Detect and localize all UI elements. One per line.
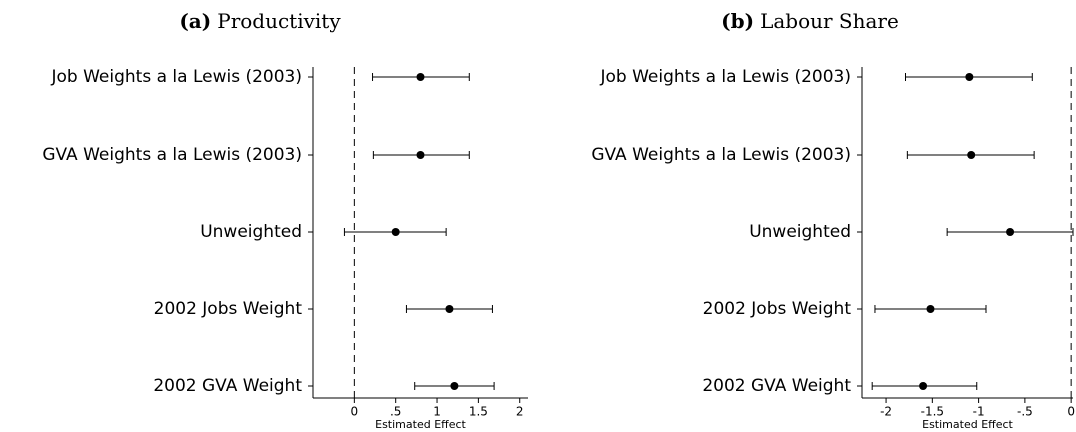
point [445,305,454,313]
y-tick-label: GVA Weights a la Lewis (2003) [42,145,302,165]
x-tick-label: -.5 [1017,405,1033,419]
panel-title: (b) Labour Share [721,9,899,33]
x-axis-label: Estimated Effect [375,418,466,431]
point [1006,228,1015,236]
y-tick-label: Unweighted [200,222,302,242]
point [926,305,935,313]
y-tick-label: Unweighted [749,222,851,242]
y-tick-label: 2002 GVA Weight [702,376,851,396]
x-tick-label: 1 [433,405,441,419]
panel-name: Labour Share [760,9,899,33]
x-tick-label: 2 [516,405,524,419]
x-tick-label: .5 [390,405,401,419]
x-tick-label: -1.5 [921,405,944,419]
x-tick-label: -1 [973,405,985,419]
y-tick-label: GVA Weights a la Lewis (2003) [591,145,851,165]
panel-label: (b) [721,9,754,33]
point [416,73,425,81]
y-tick-label: Job Weights a la Lewis (2003) [50,67,302,87]
panel: (b) Labour Share -2 -1.5 -1 -.5 0 Estimated Eff… [591,9,1075,432]
point [391,228,400,236]
panel-label: (a) [179,9,211,33]
x-tick-label: 0 [1067,405,1075,419]
y-tick-label: Job Weights a la Lewis (2003) [599,67,851,87]
point [965,73,974,81]
panel-title: (a) Productivity [179,9,341,33]
panel: (a) Productivity 0 .5 1 1.5 2 Estimated Effect J… [42,9,528,431]
point [416,151,425,159]
x-tick-label: 1.5 [469,405,488,419]
y-tick-label: 2002 GVA Weight [153,376,302,396]
x-tick-label: -2 [880,405,892,419]
y-tick-label: 2002 Jobs Weight [703,299,852,319]
x-axis-label: Estimated Effect [922,418,1013,431]
point [450,382,459,390]
point [919,382,928,390]
panel-name: Productivity [217,9,341,33]
y-tick-label: 2002 Jobs Weight [154,299,303,319]
point [967,151,976,159]
x-tick-label: 0 [351,405,359,419]
